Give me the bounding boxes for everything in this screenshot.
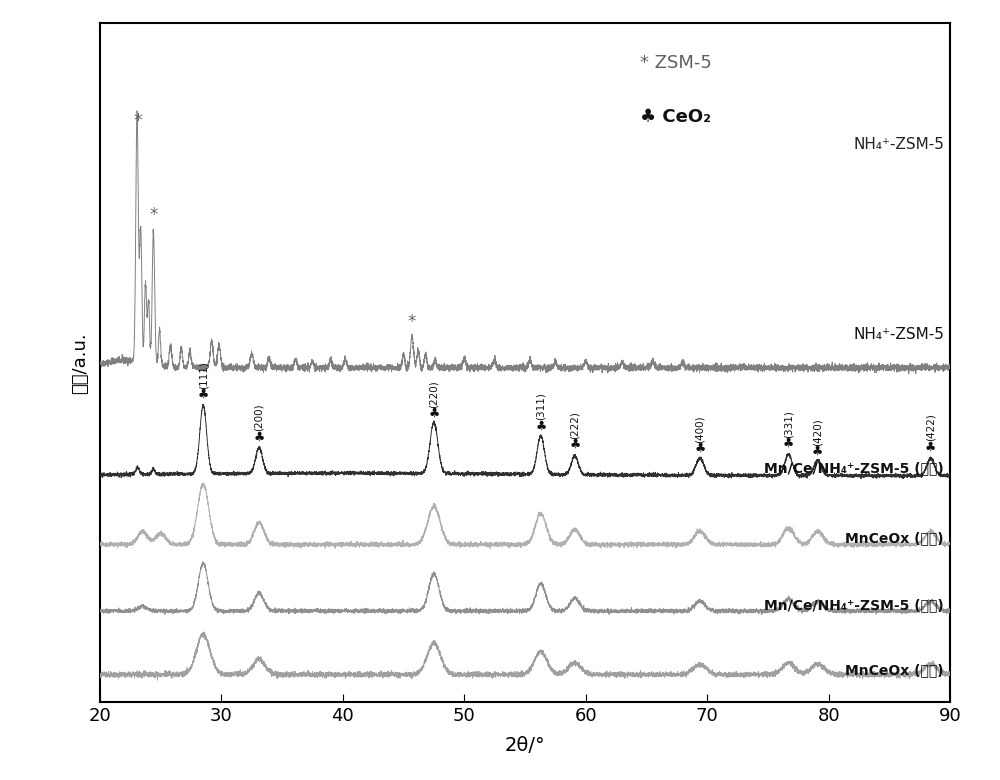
Y-axis label: 強度/a.u.: 強度/a.u. — [71, 332, 89, 394]
Text: ♣: ♣ — [253, 431, 265, 444]
Text: MnCeOx (老化): MnCeOx (老化) — [845, 531, 944, 545]
Text: Mn/Ce/NH₄⁺-ZSM-5 (新鮮): Mn/Ce/NH₄⁺-ZSM-5 (新鮮) — [764, 597, 944, 612]
Text: (220): (220) — [429, 380, 439, 408]
Text: ♣: ♣ — [925, 441, 936, 453]
Text: ♣ CeO₂: ♣ CeO₂ — [640, 108, 711, 126]
X-axis label: 2θ/°: 2θ/° — [505, 736, 545, 755]
Text: * ZSM-5: * ZSM-5 — [640, 54, 712, 72]
Text: *: * — [408, 314, 416, 332]
Text: NH₄⁺-ZSM-5: NH₄⁺-ZSM-5 — [853, 137, 944, 152]
Text: ♣: ♣ — [535, 420, 546, 433]
Text: ♣: ♣ — [812, 445, 823, 458]
Text: (222): (222) — [570, 411, 580, 439]
Text: (111): (111) — [198, 360, 208, 388]
Text: *: * — [149, 207, 158, 225]
Text: (422): (422) — [926, 413, 936, 441]
Text: (331): (331) — [784, 410, 794, 438]
Text: ♣: ♣ — [783, 437, 794, 450]
Text: ♣: ♣ — [428, 407, 440, 420]
Text: (400): (400) — [695, 415, 705, 443]
Text: NH₄⁺-ZSM-5: NH₄⁺-ZSM-5 — [853, 327, 944, 342]
Text: ♣: ♣ — [694, 442, 705, 456]
Text: Mn/Ce/NH₄⁺-ZSM-5 (老化): Mn/Ce/NH₄⁺-ZSM-5 (老化) — [764, 461, 944, 475]
Text: ♣: ♣ — [569, 438, 580, 451]
Text: MnCeOx (新鮮): MnCeOx (新鮮) — [845, 664, 944, 678]
Text: (420): (420) — [813, 418, 823, 445]
Text: *: * — [133, 112, 142, 130]
Text: ♣: ♣ — [198, 388, 209, 401]
Text: (311): (311) — [536, 392, 546, 420]
Text: (200): (200) — [254, 404, 264, 431]
